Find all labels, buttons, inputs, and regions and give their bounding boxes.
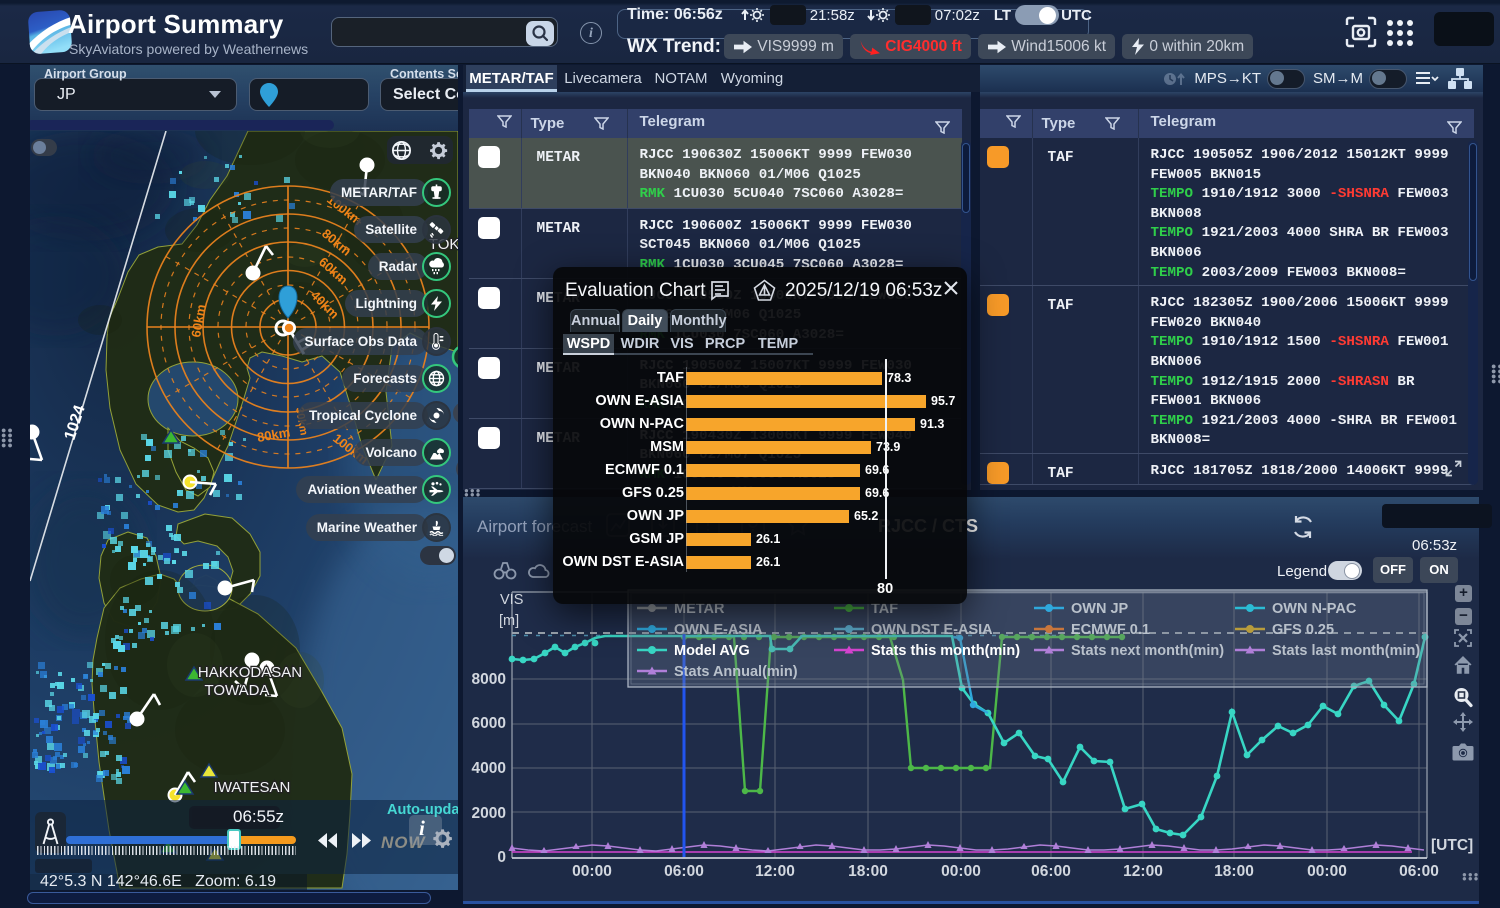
svg-text:TAF: TAF bbox=[871, 601, 898, 617]
svg-text:GFS 0.25: GFS 0.25 bbox=[1272, 622, 1334, 638]
svg-text:12:00: 12:00 bbox=[1123, 863, 1163, 880]
svg-text:4000: 4000 bbox=[472, 760, 506, 777]
svg-text:6000: 6000 bbox=[472, 715, 506, 732]
svg-text:IWATESAN: IWATESAN bbox=[214, 779, 291, 796]
svg-text:06:00: 06:00 bbox=[664, 863, 704, 880]
svg-text:OWN JP: OWN JP bbox=[1071, 601, 1129, 617]
svg-text:18:00: 18:00 bbox=[848, 863, 888, 880]
svg-text:OWN DST E-ASIA: OWN DST E-ASIA bbox=[871, 622, 993, 638]
svg-text:2000: 2000 bbox=[472, 805, 506, 822]
svg-text:Stats last month(min): Stats last month(min) bbox=[1272, 643, 1420, 659]
svg-text:ECMWF 0.1: ECMWF 0.1 bbox=[1071, 622, 1150, 638]
svg-text:METAR: METAR bbox=[674, 601, 725, 617]
svg-text:18:00: 18:00 bbox=[1214, 863, 1254, 880]
svg-text:VIS: VIS bbox=[500, 592, 523, 608]
svg-text:[m]: [m] bbox=[499, 613, 519, 629]
svg-text:00:00: 00:00 bbox=[572, 863, 612, 880]
svg-text:TOWADA: TOWADA bbox=[204, 682, 269, 699]
svg-text:80km: 80km bbox=[256, 424, 291, 445]
svg-text:Model AVG: Model AVG bbox=[674, 643, 750, 659]
svg-text:Stats next month(min): Stats next month(min) bbox=[1071, 643, 1224, 659]
svg-text:8000: 8000 bbox=[472, 671, 506, 688]
svg-text:06:00: 06:00 bbox=[1399, 863, 1439, 880]
svg-text:[UTC]: [UTC] bbox=[1431, 837, 1473, 854]
svg-text:Stats Annual(min): Stats Annual(min) bbox=[674, 664, 798, 680]
svg-text:OWN E-ASIA: OWN E-ASIA bbox=[674, 622, 763, 638]
svg-text:06:00: 06:00 bbox=[1031, 863, 1071, 880]
svg-text:HAKKODASAN: HAKKODASAN bbox=[198, 664, 302, 681]
svg-text:00:00: 00:00 bbox=[1307, 863, 1347, 880]
svg-text:0: 0 bbox=[497, 849, 506, 866]
svg-text:60km: 60km bbox=[188, 303, 209, 338]
svg-text:OWN N-PAC: OWN N-PAC bbox=[1272, 601, 1357, 617]
svg-text:12:00: 12:00 bbox=[755, 863, 795, 880]
svg-text:Stats this month(min): Stats this month(min) bbox=[871, 643, 1020, 659]
svg-text:00:00: 00:00 bbox=[941, 863, 981, 880]
